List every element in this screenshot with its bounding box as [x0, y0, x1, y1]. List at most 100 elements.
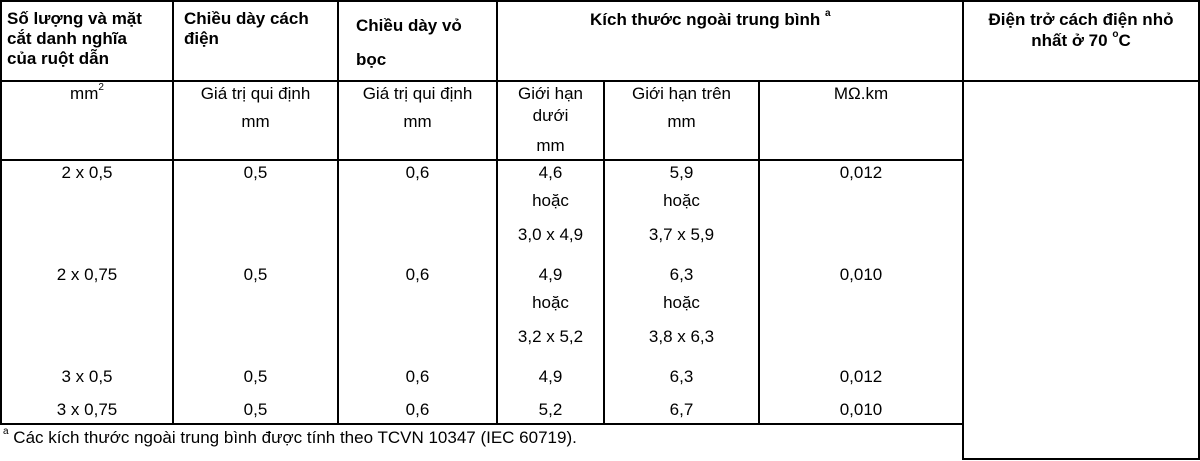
- cell-size: 3 x 0,5: [2, 366, 172, 388]
- cell-size-line: 3 x 0,5: [61, 367, 113, 386]
- cell-resistance-line: 0,010: [839, 265, 883, 284]
- cell-insulation: 0,5: [174, 366, 337, 388]
- cell-insulation-line: 0,5: [243, 400, 268, 419]
- rule-right: [1198, 0, 1200, 460]
- cell-upper: 6,7: [605, 399, 758, 421]
- cell-sheath: 0,6: [339, 366, 496, 388]
- header-resistance-line1: Điện trở cách điện nhỏ: [988, 10, 1174, 29]
- cell-insulation: 0,5: [174, 399, 337, 421]
- cell-upper-line: 5,9: [669, 163, 694, 182]
- header-insulation-line1: Chiều dày cách: [184, 9, 309, 28]
- cell-upper-line: 6,3: [669, 367, 694, 386]
- cell-resistance: 0,010: [760, 399, 962, 421]
- rule-left: [0, 0, 2, 425]
- header-insulation: Chiều dày cách điện: [184, 9, 309, 49]
- header-size-line3: của ruột dẫn: [7, 49, 110, 68]
- unit-insulation: Giá trị qui định mm: [174, 83, 337, 139]
- cell-insulation: 0,5: [174, 162, 337, 184]
- header-sheath-line2: bọc: [356, 50, 387, 69]
- header-size: Số lượng và mặt cắt danh nghĩa của ruột …: [7, 9, 142, 69]
- cell-resistance-line: 0,012: [839, 367, 883, 386]
- rule-units-bottom: [0, 159, 962, 161]
- header-resistance-pre: nhất ở 70: [1031, 31, 1113, 50]
- header-size-line1: Số lượng và mặt: [7, 9, 142, 28]
- cell-sheath-line: 0,6: [405, 163, 430, 182]
- unit-upper-line1: Giới hạn trên: [631, 84, 732, 103]
- cell-upper-line: 6,7: [669, 400, 694, 419]
- unit-lower-limit: Giới hạn dưới mm: [498, 83, 603, 157]
- cell-insulation: 0,5: [174, 264, 337, 286]
- cell-insulation-line: 0,5: [243, 367, 268, 386]
- cell-lower: 5,2: [498, 399, 603, 421]
- cell-size: 2 x 0,75: [2, 264, 172, 286]
- unit-insulation-line1: Giá trị qui định: [200, 84, 311, 103]
- cell-resistance: 0,010: [760, 264, 962, 286]
- cell-upper-line: 6,3: [669, 265, 694, 284]
- unit-resistance: MΩ.km: [760, 83, 962, 105]
- header-outer-dimension-label: Kích thước ngoài trung bình: [590, 10, 821, 29]
- cell-resistance-line: 0,012: [839, 163, 883, 182]
- cell-lower-line: 5,2: [538, 400, 563, 419]
- cell-lower-line: 4,9: [538, 367, 563, 386]
- rule-col3: [496, 0, 498, 425]
- rule-top: [0, 0, 1200, 2]
- cell-sheath: 0,6: [339, 399, 496, 421]
- cell-lower-line: 4,6: [538, 163, 563, 182]
- cell-upper: 5,9 hoặc 3,7 x 5,9: [605, 162, 758, 252]
- cell-lower: 4,9 hoặc 3,2 x 5,2: [498, 264, 603, 354]
- header-outer-dimension: Kích thước ngoài trung bình a: [590, 8, 831, 34]
- unit-lower-line1: Giới hạn: [517, 84, 583, 103]
- unit-size-sup: 2: [98, 82, 104, 93]
- cell-lower-line: 3,0 x 4,9: [517, 225, 584, 244]
- cell-resistance-line: 0,010: [839, 400, 883, 419]
- cell-upper-line: 3,7 x 5,9: [648, 225, 715, 244]
- cell-sheath-line: 0,6: [405, 367, 430, 386]
- cell-sheath-line: 0,6: [405, 400, 430, 419]
- cell-lower: 4,9: [498, 366, 603, 388]
- unit-sheath: Giá trị qui định mm: [339, 83, 496, 139]
- rule-col1: [172, 0, 174, 425]
- footnote: a Các kích thước ngoài trung bình được t…: [3, 426, 577, 452]
- cell-upper: 6,3: [605, 366, 758, 388]
- cell-insulation-line: 0,5: [243, 265, 268, 284]
- cell-sheath: 0,6: [339, 162, 496, 184]
- cell-resistance: 0,012: [760, 366, 962, 388]
- unit-upper-line2: mm: [667, 112, 696, 131]
- cell-lower-line: 3,2 x 5,2: [517, 327, 584, 346]
- footnote-text: Các kích thước ngoài trung bình được tín…: [8, 428, 577, 447]
- unit-sheath-line2: mm: [403, 112, 432, 131]
- header-footnote-mark: a: [825, 8, 831, 19]
- cell-lower: 4,6 hoặc 3,0 x 4,9: [498, 162, 603, 252]
- rule-col5: [758, 80, 760, 425]
- degree-mark: o: [1112, 29, 1119, 40]
- header-sheath: Chiều dày vỏ bọc: [356, 9, 462, 77]
- header-insulation-line2: điện: [184, 29, 219, 48]
- cell-size: 3 x 0,75: [2, 399, 172, 421]
- cell-insulation-line: 0,5: [243, 163, 268, 182]
- unit-insulation-line2: mm: [241, 112, 270, 131]
- rule-header-bottom: [0, 80, 1200, 82]
- header-resistance-line2: nhất ở 70 oC: [964, 29, 1198, 54]
- header-sheath-line1: Chiều dày vỏ: [356, 16, 462, 35]
- cell-upper-line: hoặc: [663, 191, 700, 210]
- cell-size-line: 2 x 0,5: [61, 163, 113, 182]
- unit-resistance-text: MΩ.km: [833, 84, 889, 103]
- cell-upper-line: 3,8 x 6,3: [648, 327, 715, 346]
- unit-size: mm2: [2, 82, 172, 108]
- cell-size: 2 x 0,5: [2, 162, 172, 184]
- footnote-mark: a: [3, 426, 9, 437]
- cell-lower-line: 4,9: [538, 265, 563, 284]
- unit-lower-line2: dưới: [532, 106, 569, 125]
- cell-sheath-line: 0,6: [405, 265, 430, 284]
- cell-size-line: 2 x 0,75: [56, 265, 118, 284]
- cell-upper-line: hoặc: [663, 293, 700, 312]
- cell-size-line: 3 x 0,75: [56, 400, 118, 419]
- unit-sheath-line1: Giá trị qui định: [362, 84, 473, 103]
- rule-col2: [337, 0, 339, 425]
- cell-upper: 6,3 hoặc 3,8 x 6,3: [605, 264, 758, 354]
- header-resistance: Điện trở cách điện nhỏ nhất ở 70 oC: [964, 9, 1198, 54]
- cell-lower-line: hoặc: [532, 191, 569, 210]
- rule-col4: [603, 80, 605, 425]
- rule-footnote-top: [0, 423, 962, 425]
